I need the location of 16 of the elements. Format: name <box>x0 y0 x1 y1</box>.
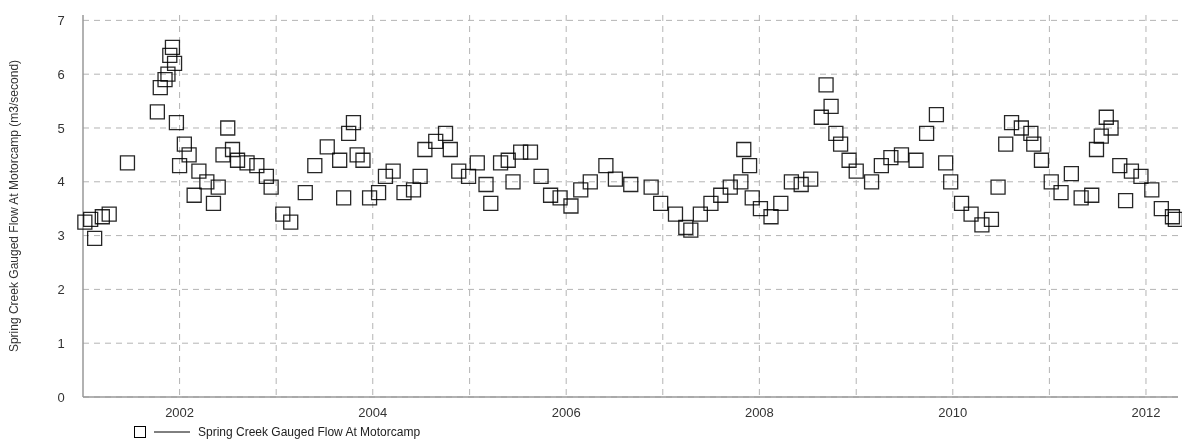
legend-label: Spring Creek Gauged Flow At Motorcamp <box>198 425 421 439</box>
x-tick-label: 2004 <box>358 405 388 420</box>
y-tick-label: 4 <box>57 174 65 190</box>
y-tick-label: 3 <box>57 228 65 244</box>
y-tick-label: 7 <box>57 12 65 28</box>
y-axis-title: Spring Creek Gauged Flow At Motorcamp (m3/second) <box>7 59 21 353</box>
y-tick-label: 1 <box>57 335 65 351</box>
y-tick-label: 2 <box>57 281 65 297</box>
y-tick-label: 6 <box>57 66 65 82</box>
y-tick-label: 5 <box>57 120 65 136</box>
y-tick-label: 0 <box>57 389 65 405</box>
x-tick-label: 2002 <box>165 405 195 420</box>
x-tick-label: 2010 <box>938 405 968 420</box>
x-tick-label: 2008 <box>744 405 774 420</box>
x-tick-label: 2006 <box>551 405 581 420</box>
x-tick-label: 2012 <box>1131 405 1161 420</box>
